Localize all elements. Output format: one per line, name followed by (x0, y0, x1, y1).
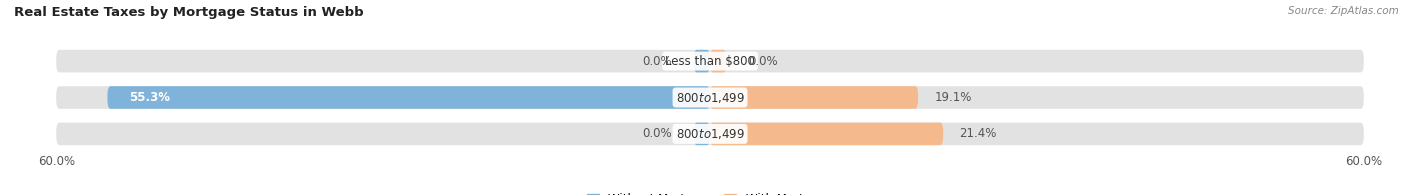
Text: Less than $800: Less than $800 (665, 55, 755, 68)
Text: 21.4%: 21.4% (959, 127, 997, 140)
Text: Source: ZipAtlas.com: Source: ZipAtlas.com (1288, 6, 1399, 16)
Text: 19.1%: 19.1% (935, 91, 972, 104)
Text: Real Estate Taxes by Mortgage Status in Webb: Real Estate Taxes by Mortgage Status in … (14, 6, 364, 19)
FancyBboxPatch shape (56, 86, 1364, 109)
Text: $800 to $1,499: $800 to $1,499 (675, 90, 745, 105)
Text: 0.0%: 0.0% (643, 55, 672, 68)
FancyBboxPatch shape (710, 123, 943, 145)
Text: 0.0%: 0.0% (748, 55, 778, 68)
Text: 55.3%: 55.3% (129, 91, 170, 104)
FancyBboxPatch shape (693, 123, 710, 145)
FancyBboxPatch shape (710, 86, 918, 109)
FancyBboxPatch shape (56, 123, 1364, 145)
FancyBboxPatch shape (107, 86, 710, 109)
FancyBboxPatch shape (693, 50, 710, 72)
FancyBboxPatch shape (710, 50, 727, 72)
Legend: Without Mortgage, With Mortgage: Without Mortgage, With Mortgage (588, 193, 832, 195)
FancyBboxPatch shape (56, 50, 1364, 72)
Text: $800 to $1,499: $800 to $1,499 (675, 127, 745, 141)
Text: 0.0%: 0.0% (643, 127, 672, 140)
